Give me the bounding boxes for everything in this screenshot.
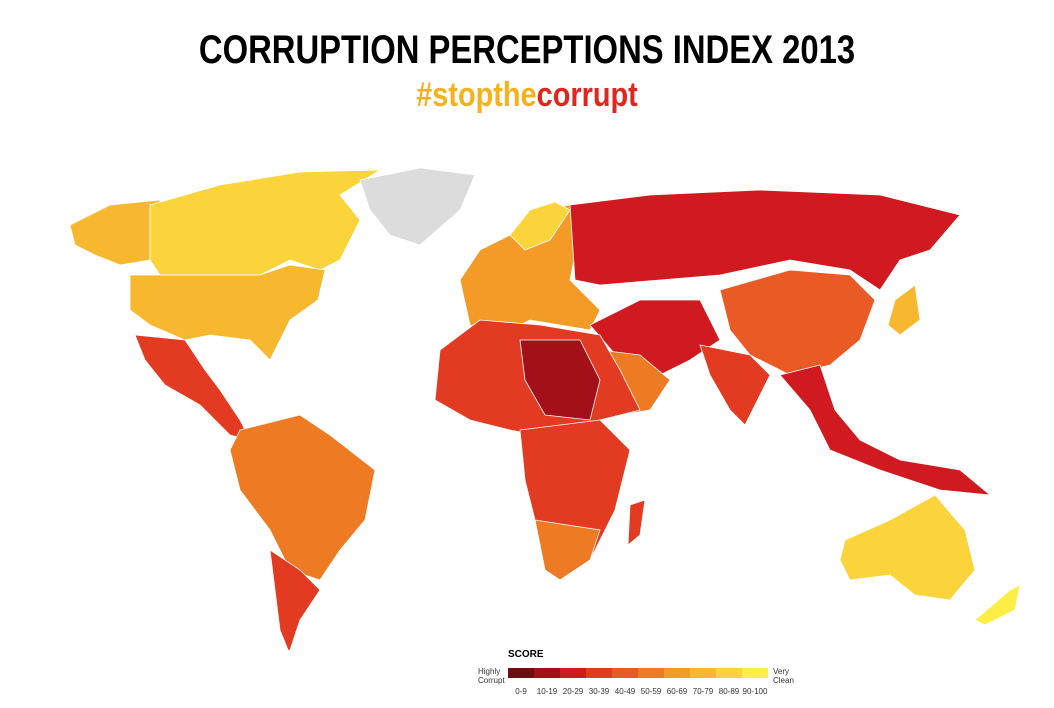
legend-swatch: [716, 668, 742, 678]
madagascar: [627, 499, 646, 546]
legend-swatch: [534, 668, 560, 678]
usa: [129, 264, 326, 361]
south-america-south: [269, 549, 321, 650]
mexico-central-america: [134, 334, 251, 441]
sudan-libya: [519, 339, 601, 421]
hashtag-part: corrupt: [536, 76, 638, 114]
legend-bin-label: 60-69: [666, 687, 688, 696]
legend-bin-label: 0-9: [515, 687, 527, 696]
legend-bin-label: 20-29: [562, 687, 584, 696]
legend-labels: 0-9 10-19 20-29 30-39 40-49 50-59 60-69 70-79 80…: [508, 687, 768, 696]
legend-title: SCORE: [508, 649, 544, 660]
legend-high-label: Very Clean: [773, 667, 794, 685]
russia: [569, 189, 961, 291]
china: [719, 269, 876, 376]
legend-bin-label: 80-89: [718, 687, 740, 696]
legend-bin-label: 90-100: [742, 687, 768, 696]
australia: [839, 494, 976, 601]
southern-africa: [534, 519, 601, 581]
legend-bin-label: 70-79: [692, 687, 714, 696]
legend-bin-label: 10-19: [536, 687, 558, 696]
southeast-asia: [779, 364, 992, 496]
world-map: [69, 167, 1021, 650]
legend-swatch: [690, 668, 716, 678]
japan: [887, 284, 921, 336]
hashtag: #stopthecorrupt: [79, 76, 975, 115]
legend-bar: [508, 668, 768, 678]
canada: [149, 169, 382, 276]
legend-bin-label: 30-39: [588, 687, 610, 696]
hashtag-part: #stopthe: [416, 76, 537, 114]
title: CORRUPTION PERCEPTIONS INDEX 2013: [198, 28, 856, 72]
greenland: [359, 167, 476, 246]
legend-swatch: [586, 668, 612, 678]
legend-swatch: [560, 668, 586, 678]
alaska: [69, 199, 161, 266]
legend-low-label: Highly Corrupt: [478, 667, 505, 685]
legend-swatch: [638, 668, 664, 678]
legend-swatch: [508, 668, 534, 678]
south-asia: [699, 344, 771, 426]
south-america-north: [229, 414, 376, 581]
legend-bin-label: 50-59: [640, 687, 662, 696]
legend-bin-label: 40-49: [614, 687, 636, 696]
new-zealand: [974, 584, 1021, 626]
legend-swatch: [612, 668, 638, 678]
legend-swatch: [742, 668, 768, 678]
legend-swatch: [664, 668, 690, 678]
